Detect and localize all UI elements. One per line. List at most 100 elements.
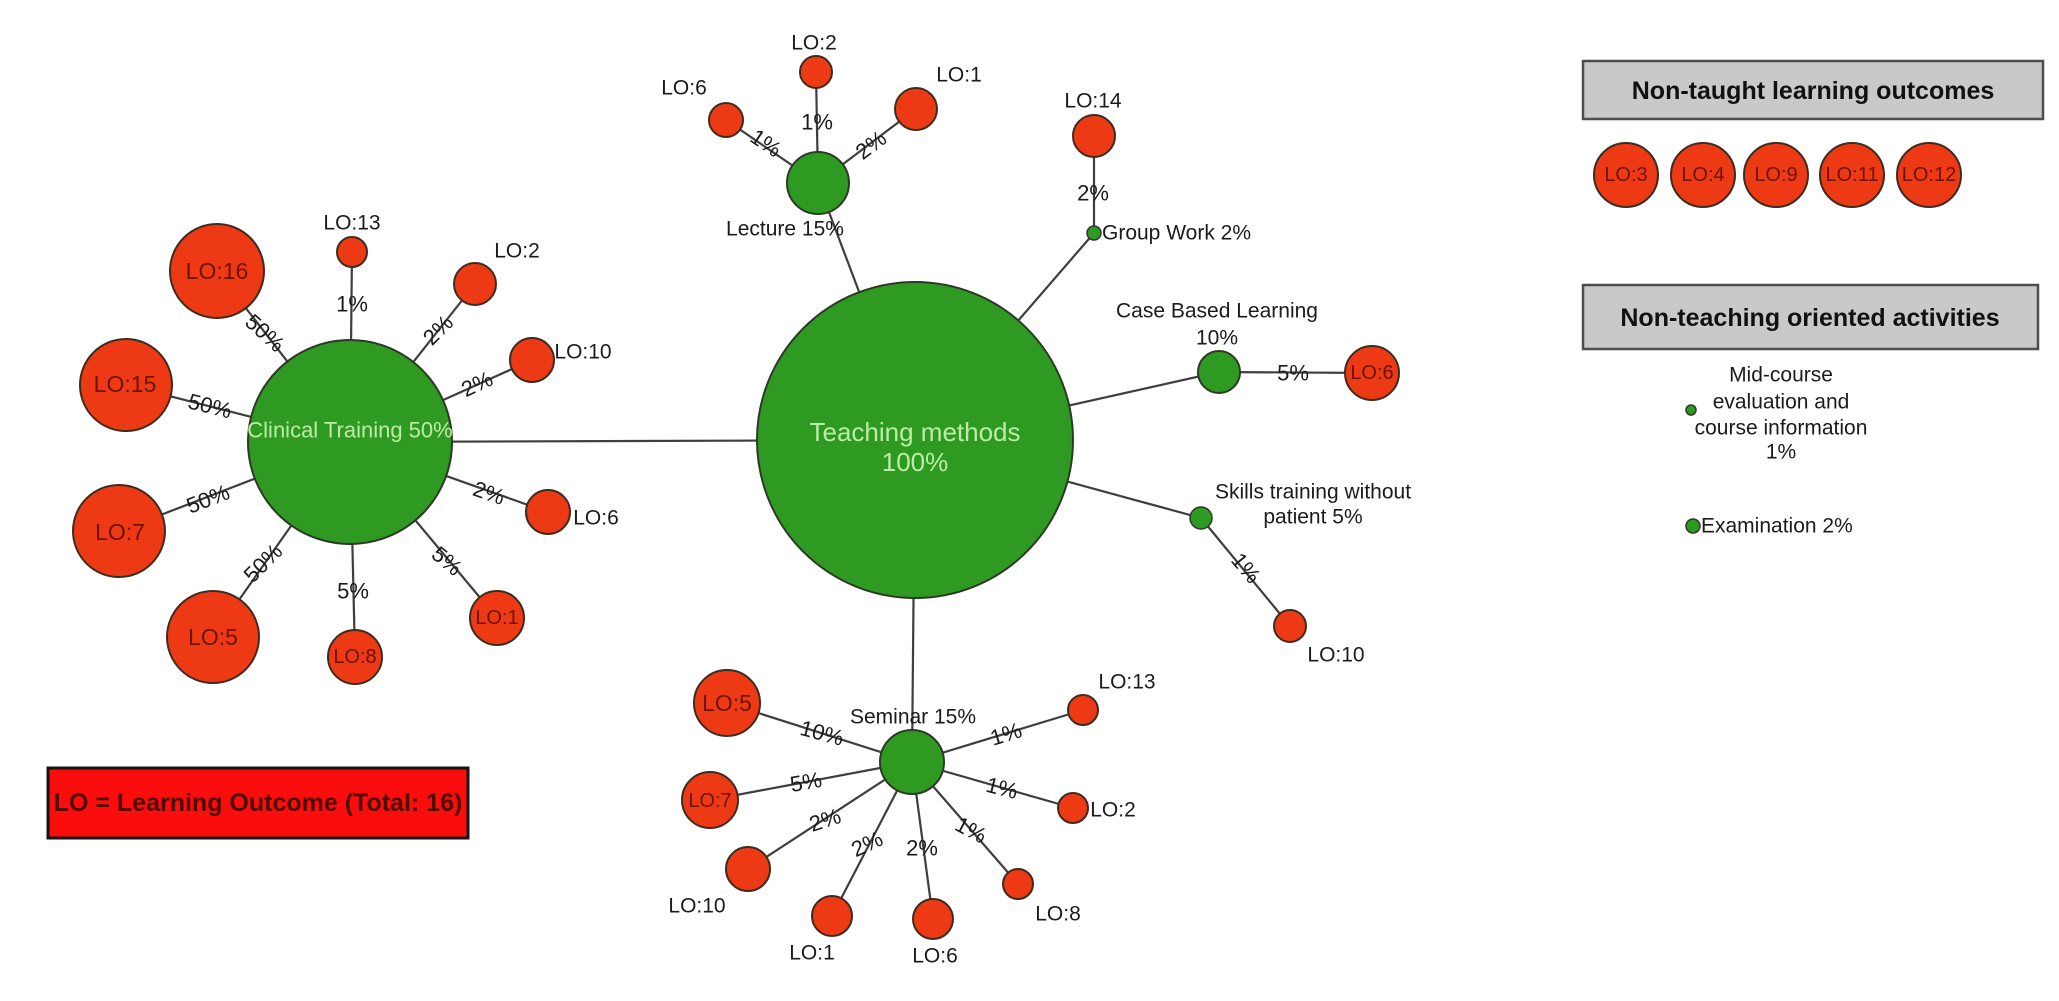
lecture-lo2-pct: 1%: [801, 110, 833, 135]
groupwork-lo14-label: LO:14: [1064, 90, 1122, 113]
examination-dot: [1685, 518, 1701, 534]
clinical-lo5-label: LO:5: [188, 624, 238, 650]
clinical-lo13-label: LO:13: [323, 212, 380, 235]
midcourse-dot: [1685, 404, 1697, 416]
group-work-label: Group Work 2%: [1102, 222, 1251, 245]
legend-non-taught: Non-taught learning outcomes LO:3 LO:4 L…: [1581, 59, 2045, 208]
midcourse-line4: 1%: [1766, 441, 1796, 464]
legend-non-teaching: Non-teaching oriented activities Mid-cou…: [1581, 283, 2040, 538]
seminar-lo2-label: LO:2: [1090, 799, 1136, 822]
clinical-lo6-label: LO:6: [573, 507, 619, 530]
clinical-lo13-circle: [336, 236, 368, 268]
lecture-lo2-label: LO:2: [791, 32, 837, 55]
cluster-teaching: Teaching methods 100%: [756, 281, 1074, 599]
clinical-lo16-label: LO:16: [186, 258, 249, 284]
clinical-lo15-circle: [79, 338, 173, 432]
legend-lo3-label: LO:3: [1604, 164, 1647, 186]
clinical-lo2-pct: 2%: [418, 310, 458, 350]
clinical-lo6-circle: [525, 489, 571, 535]
note-box: [46, 766, 470, 840]
skills-lo10-label: LO:10: [1307, 644, 1364, 667]
node-skills-dot: [1189, 506, 1213, 530]
lecture-lo1-label: LO:1: [936, 64, 982, 87]
legend-lo3-circle: [1593, 142, 1659, 208]
seminar-lo7-pct: 5%: [788, 767, 824, 797]
seminar-lo13-pct: 1%: [987, 717, 1025, 750]
seminar-lo5-circle: [693, 669, 761, 737]
lecture-lo1-circle: [894, 87, 938, 131]
casebased-lo6-circle: [1344, 345, 1400, 401]
note: LO = Learning Outcome (Total: 16): [46, 766, 470, 840]
legend-lo12-circle: [1896, 142, 1962, 208]
lecture-lo2-circle: [799, 55, 833, 89]
clinical-lo13-pct: 1%: [336, 292, 368, 317]
edge-skills-lo10: [1200, 517, 1291, 627]
case-based-title-line2: 10%: [1196, 327, 1238, 350]
seminar-lo6-pct: 2%: [906, 836, 938, 861]
clinical-lo1-circle: [469, 590, 525, 646]
seminar-label: Seminar 15%: [850, 706, 976, 729]
skills-lo10-pct: 1%: [1226, 548, 1266, 588]
lecture-lo6-label: LO:6: [661, 77, 707, 100]
lecture-lo6-circle: [708, 102, 744, 138]
seminar-lo13-circle: [1067, 694, 1099, 726]
clinical-label: Clinical Training 50%: [247, 418, 452, 443]
clinical-lo10-label: LO:10: [554, 341, 611, 364]
teaching-label-line2: 100%: [882, 447, 949, 477]
cluster-lecture: Lecture 15% LO:6 1% LO:2 1% LO:1 2%: [661, 32, 982, 241]
seminar-lo6-label: LO:6: [912, 945, 958, 968]
seminar-lo2-pct: 1%: [984, 772, 1021, 804]
skills-lo10-circle: [1273, 609, 1307, 643]
cluster-skills: Skills training without patient 5% LO:10…: [1189, 481, 1411, 667]
cluster-seminar: Seminar 15% LO:5 10% LO:7 5% LO:10 2% LO…: [668, 669, 1156, 968]
seminar-lo10-pct: 2%: [806, 803, 844, 837]
clinical-lo16-pct: 50%: [240, 309, 289, 357]
seminar-lo10-circle: [725, 846, 771, 892]
edge-seminar-lo7: [709, 760, 913, 802]
legend-lo4-circle: [1670, 142, 1736, 208]
legend-non-teaching-box: [1581, 283, 2040, 351]
case-based-title-line1: Case Based Learning: [1116, 300, 1318, 323]
seminar-lo1-pct: 2%: [847, 826, 886, 862]
seminar-lo8-label: LO:8: [1035, 903, 1081, 926]
cluster-clinical: Clinical Training 50% LO:13 1% LO:2 2% L…: [72, 212, 619, 685]
clinical-lo2-circle: [453, 262, 497, 306]
midcourse-line3: course information: [1695, 417, 1868, 440]
casebased-lo6-pct: 5%: [1277, 361, 1309, 386]
groupwork-lo14-circle: [1072, 114, 1116, 158]
clinical-lo6-pct: 2%: [470, 476, 508, 510]
legend-lo4-label: LO:4: [1681, 164, 1724, 186]
seminar-lo10-label: LO:10: [668, 895, 725, 918]
teaching-label-line1: Teaching methods: [809, 417, 1020, 447]
clinical-lo5-pct: 50%: [239, 539, 288, 588]
clinical-lo15-pct: 50%: [186, 389, 235, 424]
node-teaching-methods: [756, 281, 1074, 599]
node-case-based: [1197, 350, 1241, 394]
skills-title-line1: Skills training without: [1215, 481, 1411, 504]
seminar-lo13-label: LO:13: [1098, 671, 1155, 694]
clinical-lo7-pct: 50%: [183, 479, 233, 518]
seminar-lo8-circle: [1002, 868, 1034, 900]
clinical-lo10-pct: 2%: [457, 366, 496, 402]
clinical-lo8-circle: [327, 629, 383, 685]
examination-label: Examination 2%: [1701, 515, 1853, 538]
legend-non-taught-box: [1581, 59, 2045, 121]
midcourse-line2: evaluation and: [1713, 391, 1850, 414]
clinical-lo8-label: LO:8: [333, 646, 376, 668]
clinical-lo7-label: LO:7: [95, 519, 145, 545]
legend-non-taught-title: Non-taught learning outcomes: [1632, 77, 1995, 105]
seminar-lo8-pct: 1%: [951, 811, 991, 848]
groupwork-lo14-pct: 2%: [1077, 181, 1109, 206]
seminar-lo1-circle: [811, 895, 853, 937]
skills-title-line2: patient 5%: [1263, 506, 1362, 529]
lecture-label: Lecture 15%: [726, 218, 844, 241]
seminar-lo7-circle: [681, 771, 739, 829]
node-group-work-dot: [1086, 225, 1102, 241]
seminar-lo5-label: LO:5: [702, 690, 752, 716]
clinical-lo1-label: LO:1: [475, 607, 518, 629]
legend-lo12-label: LO:12: [1902, 164, 1956, 186]
clinical-lo8-pct: 5%: [337, 579, 369, 604]
legend-lo11-circle: [1819, 142, 1885, 208]
midcourse-line1: Mid-course: [1729, 364, 1833, 387]
clinical-lo2-label: LO:2: [494, 240, 540, 263]
